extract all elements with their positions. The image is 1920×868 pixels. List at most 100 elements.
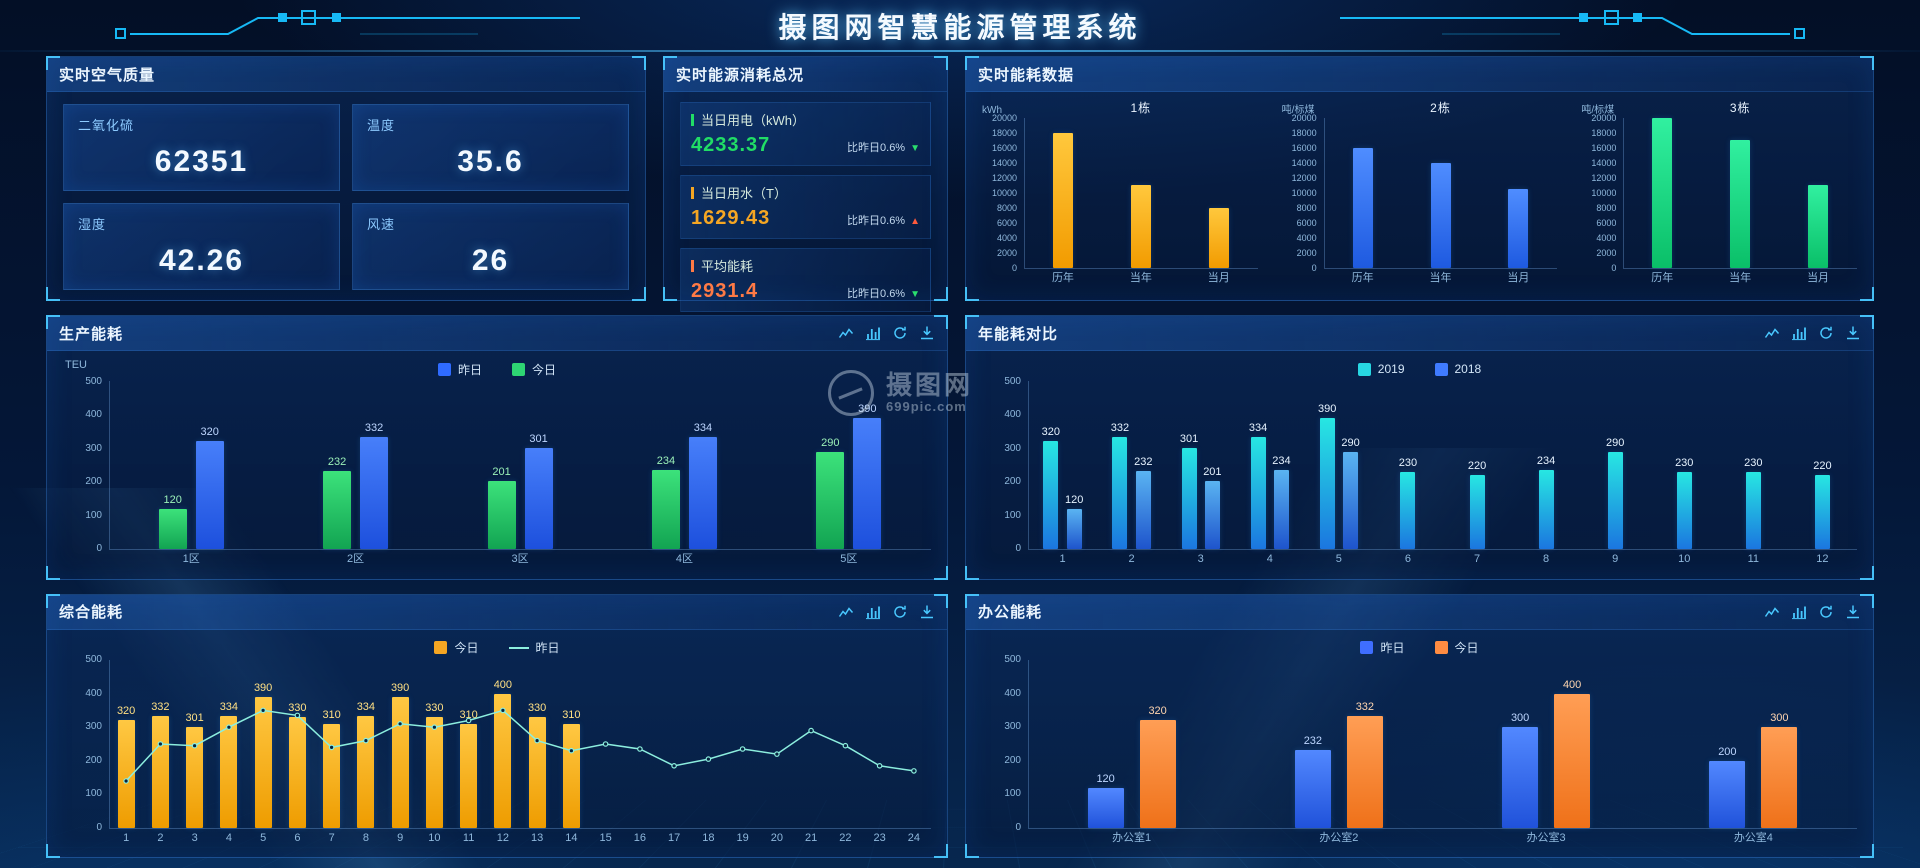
panel-realtime-energy: 实时能耗数据 kWh 1栋 20000 18000 16000 14000 12000 1…	[965, 56, 1874, 301]
bar-value-label: 201	[1203, 466, 1222, 478]
chart-legend: 今日 昨日	[63, 636, 931, 660]
bar-chart-icon[interactable]	[865, 325, 881, 341]
x-tick-label: 18	[702, 831, 715, 844]
bar-item	[1208, 208, 1229, 268]
trend-indicator: ▼	[910, 289, 920, 300]
bar-2018-3	[1204, 481, 1220, 549]
bar-value-label: 320	[1041, 426, 1061, 438]
accent-bar	[691, 187, 694, 199]
download-icon[interactable]	[1845, 604, 1861, 620]
bar-group: 330 10	[417, 660, 451, 848]
bar-item: 290	[1341, 438, 1360, 549]
stat-label: 风速	[367, 217, 396, 232]
legend-昨日[interactable]: 昨日	[508, 639, 560, 656]
y-axis-unit: 吨/标煤	[1581, 105, 1615, 116]
bar-昨日-办公室2	[1294, 749, 1331, 828]
legend-2018[interactable]: 2018	[1434, 362, 1481, 376]
legend-昨日[interactable]: 昨日	[1360, 639, 1405, 656]
bar-group: 15	[589, 660, 623, 848]
x-tick-label: 9	[397, 831, 404, 844]
panel-header: 实时能耗数据	[966, 57, 1873, 92]
download-icon[interactable]	[1845, 325, 1861, 341]
bar-group: 301 201 3	[1166, 381, 1235, 569]
panel-header: 年能耗对比	[966, 316, 1873, 351]
bar-group: 290 390 5区	[767, 381, 931, 569]
bar-item: 390	[391, 682, 409, 828]
accent-bar	[691, 260, 694, 272]
bar-value-label: 330	[288, 701, 307, 714]
bars	[1701, 118, 1779, 268]
y-axis-unit: kWh	[982, 105, 1002, 116]
line-chart-icon[interactable]	[838, 325, 854, 341]
bars	[1779, 118, 1857, 268]
legend-2019[interactable]: 2019	[1357, 362, 1405, 376]
bars	[726, 660, 760, 828]
bar-value-label: 310	[562, 708, 581, 721]
chart-toolbar	[838, 325, 935, 341]
y-axis: 20000 18000 16000 14000 12000 10000 8000 6000 40…	[1291, 113, 1317, 273]
legend-今日[interactable]: 今日	[434, 639, 479, 656]
legend-昨日[interactable]: 昨日	[437, 361, 482, 378]
line-chart-icon[interactable]	[838, 604, 854, 620]
line-chart-icon[interactable]	[1764, 325, 1780, 341]
bar-group: 334 4	[212, 660, 246, 848]
bar-item: 232	[323, 457, 352, 549]
bar-group: 320 120 1	[1028, 381, 1097, 569]
x-tick-label: 2	[1128, 553, 1135, 565]
line-chart-icon[interactable]	[1764, 604, 1780, 620]
bar-group: 21	[794, 660, 828, 848]
bars: 120 320	[109, 381, 273, 549]
dashboard-grid: 实时空气质量 二氧化硫 62351 温度 35.6 湿度 42.26	[46, 56, 1874, 858]
panel-air-quality: 实时空气质量 二氧化硫 62351 温度 35.6 湿度 42.26	[46, 56, 646, 301]
panel-comprehensive-energy: 综合能耗 今日 昨日 500 400 300 200 100 0 320 1 332 2 301 3 33…	[46, 593, 948, 858]
chart-toolbar	[1764, 604, 1861, 620]
refresh-icon[interactable]	[1818, 325, 1834, 341]
legend-今日[interactable]: 今日	[512, 361, 556, 378]
bar-value-label: 220	[1467, 460, 1487, 472]
x-tick-label: 当年	[1429, 272, 1452, 284]
bar-chart-icon[interactable]	[865, 604, 881, 620]
x-tick-label: 8	[362, 831, 369, 844]
refresh-icon[interactable]	[892, 604, 908, 620]
x-tick-label: 19	[736, 831, 749, 844]
bars: 220	[1442, 381, 1511, 549]
bar-group: 当年	[1102, 118, 1180, 288]
panel-title: 实时能源消耗总况	[676, 66, 805, 84]
legend-square-swatch	[437, 362, 451, 376]
bar-group: 390 290 5	[1304, 381, 1373, 569]
x-tick-label: 当月	[1807, 272, 1830, 284]
bar-chart-icon[interactable]	[1791, 325, 1807, 341]
bar-item: 334	[1249, 423, 1267, 549]
x-tick-label: 12	[496, 831, 509, 844]
x-tick-label: 14	[565, 831, 578, 844]
bar-item: 320	[195, 427, 224, 549]
refresh-icon[interactable]	[892, 325, 908, 341]
chart: 500 400 300 200 100 0 120 320 办公室1 232 332 办公室2 300 4…	[982, 654, 1857, 848]
bar-item: 200	[1709, 746, 1746, 828]
bar-item: 220	[1468, 461, 1486, 549]
bar-item	[1352, 148, 1373, 268]
x-tick-label: 办公室4	[1733, 831, 1773, 844]
bar-group: 334 8	[349, 660, 383, 848]
legend-square-swatch	[1434, 641, 1448, 654]
download-icon[interactable]	[919, 325, 935, 341]
download-icon[interactable]	[919, 604, 935, 620]
legend-square-swatch	[1360, 641, 1374, 654]
bar-chart-icon[interactable]	[1791, 604, 1807, 620]
bar-value-label: 301	[529, 433, 548, 445]
refresh-icon[interactable]	[1818, 604, 1834, 620]
y-axis-line	[1024, 118, 1025, 268]
bar-item	[1052, 133, 1073, 268]
bar-今日-办公室4	[1761, 726, 1798, 828]
bar-value-label: 390	[1317, 403, 1337, 415]
building-label: 1栋	[1130, 101, 1152, 115]
chart-toolbar	[838, 604, 935, 620]
bar-group: 18	[691, 660, 725, 848]
legend-今日[interactable]: 今日	[1434, 639, 1479, 656]
bar-item: 290	[1606, 438, 1624, 549]
bar-value-label: 234	[1272, 455, 1291, 467]
bar-group: 20	[760, 660, 794, 848]
bar-group: 120 320 办公室1	[1028, 660, 1235, 848]
metric-compare: 比昨日0.6%	[847, 215, 906, 227]
